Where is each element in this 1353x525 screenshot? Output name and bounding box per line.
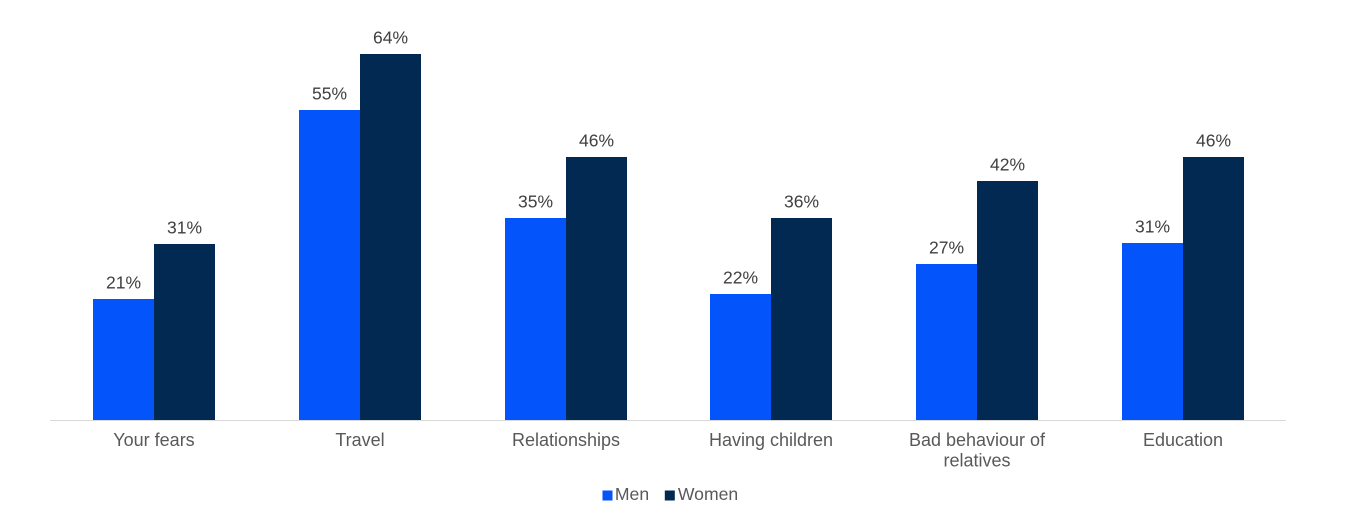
svg-text:55%: 55% — [312, 84, 347, 104]
svg-text:Relationships: Relationships — [512, 430, 620, 450]
svg-text:Women: Women — [678, 484, 738, 504]
svg-text:Education: Education — [1143, 430, 1223, 450]
svg-text:64%: 64% — [373, 28, 408, 48]
svg-text:36%: 36% — [784, 192, 819, 212]
svg-text:21%: 21% — [106, 273, 141, 293]
svg-text:46%: 46% — [1196, 131, 1231, 151]
svg-text:Your fears: Your fears — [113, 430, 194, 450]
svg-text:Bad behaviour of: Bad behaviour of — [909, 430, 1046, 450]
svg-text:42%: 42% — [990, 155, 1025, 175]
svg-text:27%: 27% — [929, 238, 964, 258]
svg-text:Travel: Travel — [335, 430, 384, 450]
svg-text:Men: Men — [615, 484, 649, 504]
svg-text:31%: 31% — [167, 218, 202, 238]
svg-text:35%: 35% — [518, 192, 553, 212]
svg-text:Having children: Having children — [709, 430, 833, 450]
svg-text:22%: 22% — [723, 268, 758, 288]
svg-text:31%: 31% — [1135, 217, 1170, 237]
svg-text:relatives: relatives — [943, 451, 1010, 471]
svg-text:46%: 46% — [579, 131, 614, 151]
